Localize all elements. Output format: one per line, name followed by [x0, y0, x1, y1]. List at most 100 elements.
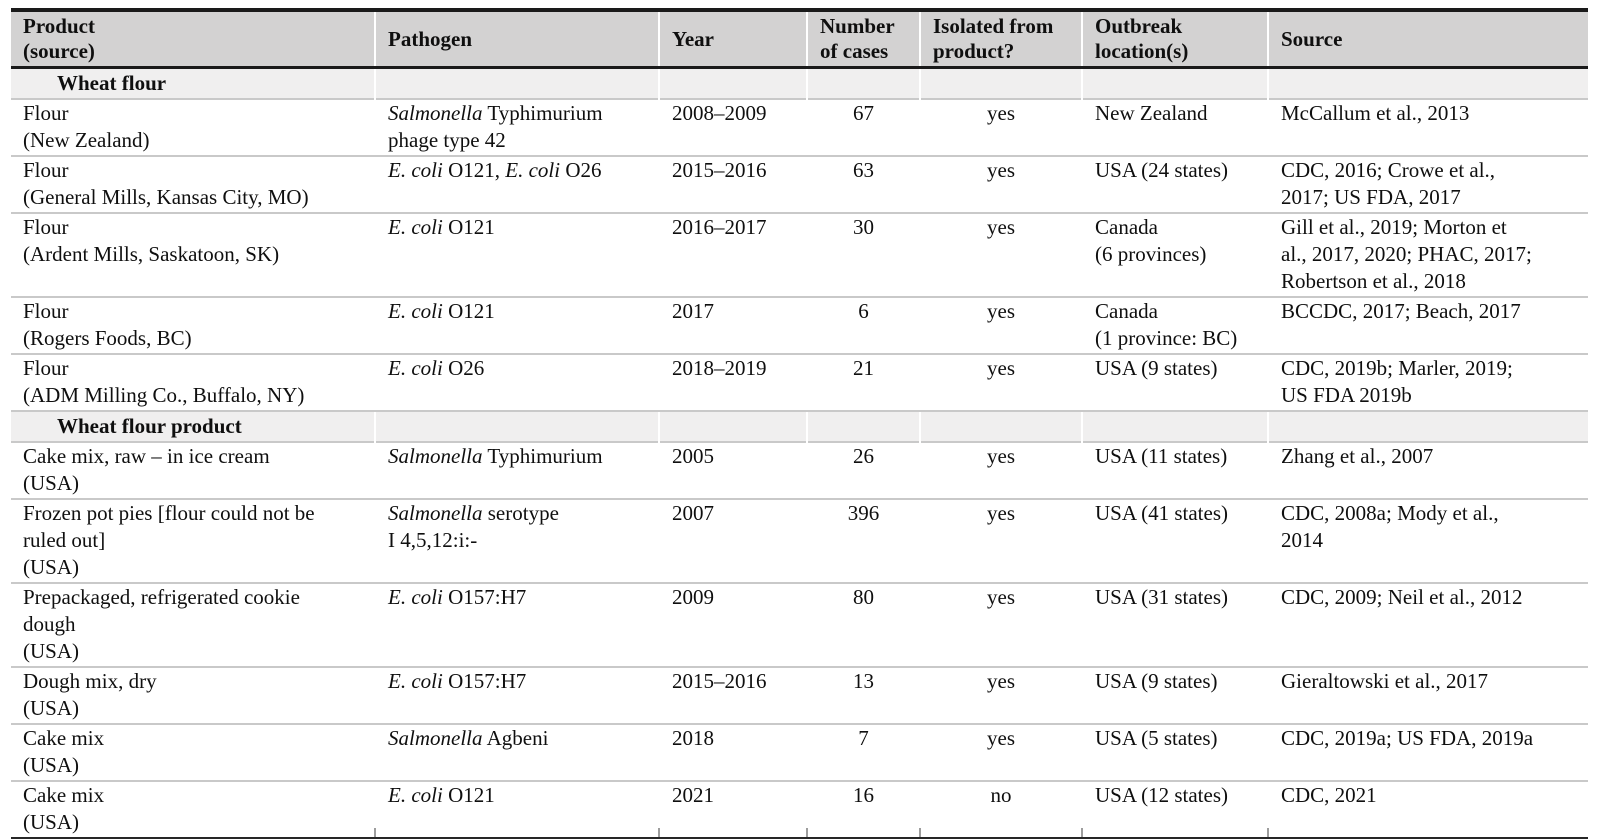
source-cell: CDC, 2021 [1267, 780, 1588, 839]
pathogen-cell: Salmonella serotype I 4,5,12:i:- [375, 498, 659, 583]
isolated-cell: yes [920, 98, 1082, 156]
source-cell: CDC, 2008a; Mody et al., 2014 [1268, 498, 1588, 583]
source-cell: CDC, 2019a; US FDA, 2019a [1268, 723, 1588, 781]
pathogen-cell: Salmonella Typhimurium phage type 42 [375, 98, 659, 156]
column-header-pathogen: Pathogen [374, 10, 659, 69]
product-cell: Flour (Rogers Foods, BC) [11, 296, 375, 354]
table-body: Wheat flour Flour (New Zealand) Salmonell… [11, 67, 1588, 839]
cases-cell: 396 [807, 498, 920, 583]
section-filler [1081, 67, 1268, 99]
year-cell: 2016–2017 [659, 212, 807, 297]
section-filler [1267, 410, 1588, 442]
source-cell: CDC, 2009; Neil et al., 2012 [1268, 582, 1588, 667]
pathogen-cell: E. coli O26 [375, 353, 659, 411]
section-label: Wheat flour [11, 67, 375, 99]
isolated-cell: yes [920, 296, 1082, 354]
section-filler [806, 67, 920, 99]
cases-cell: 80 [807, 582, 920, 667]
isolated-cell: yes [920, 353, 1082, 411]
section-filler [806, 410, 920, 442]
isolated-cell: yes [920, 666, 1082, 724]
section-label: Wheat flour product [11, 410, 375, 442]
isolated-cell: no [919, 780, 1082, 839]
product-cell: Cake mix (USA) [11, 723, 375, 781]
cases-cell: 67 [807, 98, 920, 156]
pathogen-cell: Salmonella Typhimurium [375, 441, 659, 499]
cases-cell: 26 [807, 441, 920, 499]
section-filler [374, 410, 659, 442]
year-cell: 2018–2019 [659, 353, 807, 411]
isolated-cell: yes [920, 441, 1082, 499]
table-row: Cake mix (USA) E. coli O121 2021 16 no US… [11, 780, 1588, 839]
table-row: Cake mix (USA) Salmonella Agbeni 2018 7 y… [11, 723, 1588, 781]
location-cell: Canada (1 province: BC) [1082, 296, 1268, 354]
product-cell: Prepackaged, refrigerated cookie dough (US… [11, 582, 375, 667]
isolated-cell: yes [920, 155, 1082, 213]
column-header-source: Source [1267, 10, 1588, 69]
table-row: Flour (General Mills, Kansas City, MO) E.… [11, 155, 1588, 213]
column-header-location: Outbreak location(s) [1081, 10, 1268, 69]
year-cell: 2018 [659, 723, 807, 781]
cases-cell: 30 [807, 212, 920, 297]
year-cell: 2009 [659, 582, 807, 667]
location-cell: USA (5 states) [1082, 723, 1268, 781]
pathogen-cell: E. coli O121 [374, 780, 659, 839]
year-cell: 2005 [659, 441, 807, 499]
cases-cell: 7 [807, 723, 920, 781]
section-filler [374, 67, 659, 99]
pathogen-cell: E. coli O157:H7 [375, 582, 659, 667]
location-cell: USA (12 states) [1081, 780, 1268, 839]
cases-cell: 16 [806, 780, 920, 839]
location-cell: Canada (6 provinces) [1082, 212, 1268, 297]
section-filler [1267, 67, 1588, 99]
cases-cell: 6 [807, 296, 920, 354]
table-row: Flour (Ardent Mills, Saskatoon, SK) E. co… [11, 212, 1588, 297]
isolated-cell: yes [920, 212, 1082, 297]
source-cell: CDC, 2016; Crowe et al., 2017; US FDA, 20… [1268, 155, 1588, 213]
section-filler [658, 67, 807, 99]
cases-cell: 13 [807, 666, 920, 724]
product-cell: Frozen pot pies [flour could not be ruled… [11, 498, 375, 583]
source-cell: Zhang et al., 2007 [1268, 441, 1588, 499]
section-filler [919, 67, 1082, 99]
section-filler [658, 410, 807, 442]
column-header-product: Product (source) [11, 10, 375, 69]
year-cell: 2015–2016 [659, 666, 807, 724]
column-header-year: Year [658, 10, 807, 69]
section-filler [919, 410, 1082, 442]
product-cell: Flour (Ardent Mills, Saskatoon, SK) [11, 212, 375, 297]
table-row: Flour (ADM Milling Co., Buffalo, NY) E. c… [11, 353, 1588, 411]
section-filler [1081, 410, 1268, 442]
source-cell: CDC, 2019b; Marler, 2019; US FDA 2019b [1268, 353, 1588, 411]
location-cell: USA (24 states) [1082, 155, 1268, 213]
column-header-isolated: Isolated from product? [919, 10, 1082, 69]
product-cell: Cake mix (USA) [11, 780, 375, 839]
column-header-cases: Number of cases [806, 10, 920, 69]
section-row-wheat-flour-product: Wheat flour product [11, 410, 1588, 442]
product-cell: Dough mix, dry (USA) [11, 666, 375, 724]
location-cell: New Zealand [1082, 98, 1268, 156]
year-cell: 2008–2009 [659, 98, 807, 156]
section-row-wheat-flour: Wheat flour [11, 67, 1588, 99]
table-row: Frozen pot pies [flour could not be ruled… [11, 498, 1588, 583]
isolated-cell: yes [920, 723, 1082, 781]
pathogen-cell: E. coli O121, E. coli O26 [375, 155, 659, 213]
table-row: Prepackaged, refrigerated cookie dough (US… [11, 582, 1588, 667]
source-cell: McCallum et al., 2013 [1268, 98, 1588, 156]
isolated-cell: yes [920, 582, 1082, 667]
year-cell: 2015–2016 [659, 155, 807, 213]
table-row: Flour (New Zealand) Salmonella Typhimuriu… [11, 98, 1588, 156]
location-cell: USA (11 states) [1082, 441, 1268, 499]
product-cell: Flour (ADM Milling Co., Buffalo, NY) [11, 353, 375, 411]
location-cell: USA (9 states) [1082, 666, 1268, 724]
source-cell: BCCDC, 2017; Beach, 2017 [1268, 296, 1588, 354]
pathogen-cell: E. coli O121 [375, 212, 659, 297]
pathogen-cell: Salmonella Agbeni [375, 723, 659, 781]
table-row: Cake mix, raw – in ice cream (USA) Salmon… [11, 441, 1588, 499]
year-cell: 2007 [659, 498, 807, 583]
table-row: Dough mix, dry (USA) E. coli O157:H7 2015… [11, 666, 1588, 724]
table-header: Product (source) Pathogen Year Number of c… [11, 10, 1588, 69]
outbreak-table: Product (source) Pathogen Year Number of c… [11, 8, 1588, 839]
product-cell: Flour (General Mills, Kansas City, MO) [11, 155, 375, 213]
location-cell: USA (41 states) [1082, 498, 1268, 583]
